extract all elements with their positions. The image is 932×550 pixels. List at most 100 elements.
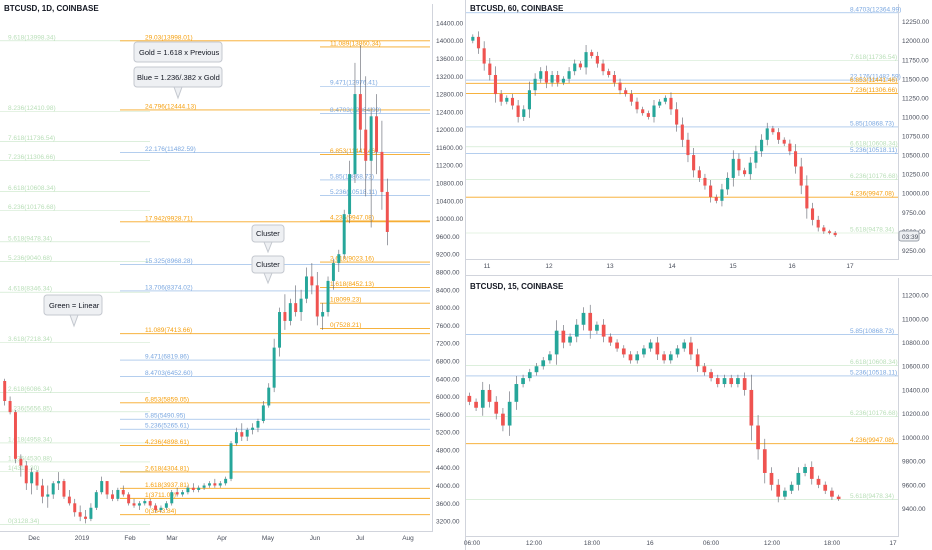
m15-candle-body-51 [809, 467, 814, 479]
m15-candle-body-15 [568, 336, 572, 343]
h1-candle-body-22 [595, 55, 599, 64]
daily-candle-body-57 [310, 276, 314, 286]
h1-candle-body-54 [776, 132, 781, 140]
h1-candle-body-8 [516, 105, 520, 117]
daily-y-tick-8: 11200.00 [436, 163, 463, 170]
daily-candle-body-52 [283, 312, 287, 321]
daily-x-tick-7: Jul [356, 535, 365, 542]
m15-candle-body-49 [796, 472, 801, 485]
h1-y-tick-10: 9750.00 [902, 210, 926, 217]
daily-candle-body-62 [337, 254, 341, 264]
m15-candle-body-16 [574, 324, 579, 337]
daily-y-tick-17: 7600.00 [436, 323, 460, 330]
h1-level-label-2: 22.176(11482.59) [850, 74, 901, 81]
h1-candle-body-20 [584, 52, 588, 68]
h1-candle-body-43 [714, 197, 718, 201]
daily-candle-body-58 [315, 285, 319, 317]
h1-candle-body-52 [765, 128, 769, 140]
daily-level-label-12: 6.618(10608.34) [8, 185, 56, 192]
h1-y-tick-1: 12000.00 [902, 38, 929, 45]
h1-candle-body-9 [522, 109, 526, 117]
m15-candle-body-9 [527, 372, 532, 379]
m15-candle-body-34 [695, 354, 700, 367]
cluster-callout-upper[interactable]: Cluster [251, 224, 285, 254]
daily-y-tick-6: 12000.00 [436, 127, 463, 134]
h1-y-tick-4: 11250.00 [902, 95, 929, 102]
m15-level-label-3: 6.236(10176.68) [850, 410, 898, 417]
hourly-panel[interactable] [466, 0, 932, 275]
h1-candle-body-2 [482, 48, 486, 64]
daily-candle-body-39 [213, 483, 217, 486]
daily-y-tick-19: 6800.00 [436, 358, 460, 365]
m15-candle-body-1 [474, 401, 478, 408]
h1-candle-body-4 [493, 75, 498, 95]
h1-candle-body-19 [578, 63, 582, 68]
daily-level-label-33: 5.85(5490.95) [145, 413, 185, 420]
daily-x-tick-0: Dec [28, 535, 40, 542]
daily-candle-body-59 [321, 312, 325, 317]
m15-y-tick-9: 9400.00 [902, 506, 926, 513]
fifteen-minute-panel[interactable] [466, 276, 932, 550]
daily-candle-body-49 [267, 387, 271, 406]
h1-level-label-9: 4.236(9947.08) [850, 191, 894, 198]
daily-y-tick-7: 11600.00 [436, 145, 463, 152]
h1-candle-body-7 [510, 97, 515, 106]
daily-candle-body-22 [121, 489, 125, 495]
fifteen-minute-title: BTCUSD, 15, COINBASE [470, 282, 564, 291]
m15-x-tick-6: 18:00 [824, 540, 841, 547]
m15-y-tick-7: 9800.00 [902, 459, 926, 466]
h1-candle-body-42 [709, 185, 713, 197]
cluster-callout-lower[interactable]: Cluster [251, 255, 285, 285]
daily-level-label-24: 1(8099.23) [330, 297, 361, 304]
h1-level-label-6: 6.618(10608.34) [850, 140, 898, 147]
daily-level-label-5: 24.796(12444.13) [145, 103, 196, 110]
h1-candle-body-41 [703, 177, 707, 186]
blue-note-callout[interactable]: Blue = 1.236/.382 x Gold [133, 66, 223, 100]
daily-candle-body-53 [288, 303, 292, 321]
h1-candle-body-53 [771, 128, 775, 133]
m15-candle-body-24 [628, 354, 633, 361]
h1-y-tick-9: 10000.00 [902, 191, 929, 198]
h1-candle-body-57 [793, 151, 798, 167]
m15-candle-body-10 [534, 366, 539, 373]
daily-candle-body-9 [51, 483, 55, 495]
m15-candle-body-47 [783, 490, 787, 497]
m15-candle-body-52 [816, 478, 821, 485]
h1-level-label-4: 7.236(11306.66) [850, 87, 897, 94]
daily-level-label-28: 9.471(6819.86) [145, 354, 189, 361]
h1-x-tick-1: 12 [545, 263, 553, 270]
daily-y-tick-11: 10000.00 [436, 216, 463, 223]
daily-candle-body-20 [110, 494, 114, 499]
green-note-callout[interactable]: Green = Linear [43, 294, 103, 328]
daily-level-label-23: 13.706(8374.02) [145, 284, 193, 291]
m15-candle-body-33 [689, 342, 693, 355]
h1-candle-body-0 [471, 36, 475, 41]
m15-x-tick-7: 17 [889, 540, 897, 547]
gold-note-callout[interactable]: Gold = 1.618 x Previous [133, 41, 223, 63]
daily-level-label-18: 5.236(9040.68) [8, 255, 52, 262]
daily-candle-body-54 [294, 303, 298, 313]
m15-x-tick-3: 16 [646, 540, 654, 547]
h1-candle-body-62 [822, 227, 826, 232]
daily-level-label-7: 7.618(11736.54) [8, 135, 55, 142]
m15-y-tick-0: 11200.00 [902, 293, 929, 300]
daily-y-tick-14: 8800.00 [436, 270, 460, 277]
daily-candle-body-60 [326, 280, 330, 313]
daily-level-label-36: 4.236(4898.61) [145, 439, 189, 446]
daily-candle-body-69 [375, 116, 379, 152]
m15-candle-body-38 [722, 378, 727, 385]
h1-candle-body-45 [726, 177, 730, 190]
daily-candle-body-18 [100, 481, 104, 493]
daily-candle-body-44 [240, 432, 244, 437]
m15-candle-body-28 [655, 342, 660, 355]
daily-panel[interactable] [0, 0, 466, 550]
m15-x-tick-5: 12:00 [764, 540, 781, 547]
m15-candle-body-7 [514, 384, 519, 402]
daily-candle-body-30 [164, 503, 168, 508]
h1-candle-body-24 [607, 71, 611, 75]
cluster-text-lower: Cluster [256, 260, 280, 269]
daily-candle-body-16 [89, 507, 93, 519]
h1-y-tick-0: 12250.00 [902, 19, 929, 26]
daily-level-label-41: 1(3711.00) [145, 492, 176, 499]
blue-note-text: Blue = 1.236/.382 x Gold [137, 73, 220, 82]
